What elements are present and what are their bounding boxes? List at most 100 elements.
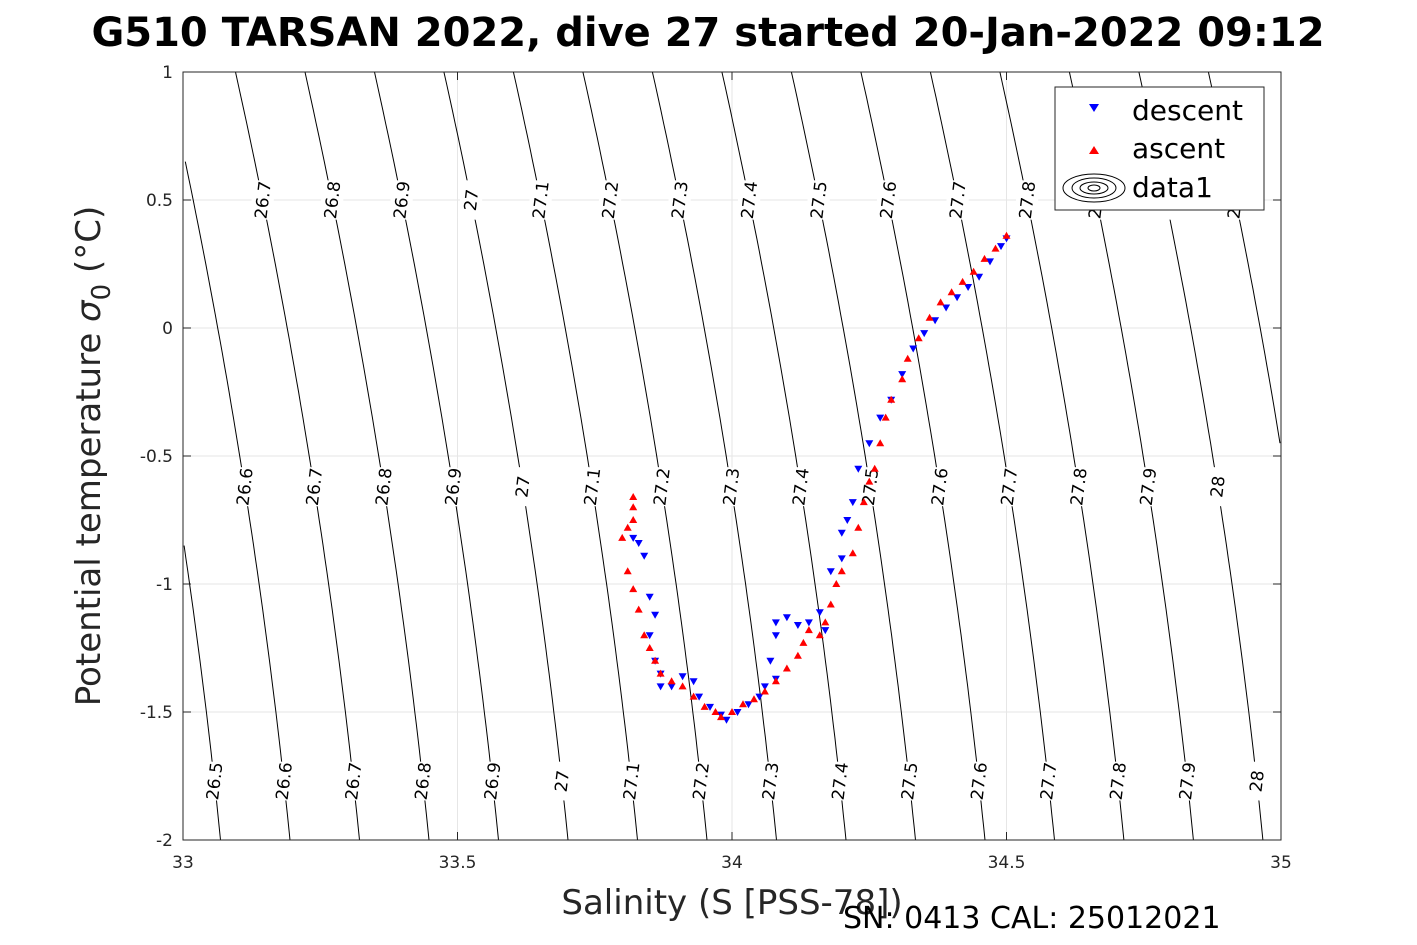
ascent-point bbox=[771, 677, 780, 685]
contour-label-mask bbox=[527, 179, 554, 221]
density-contour-label: 27.4 bbox=[735, 179, 763, 221]
density-contour-label: 27.6 bbox=[874, 179, 902, 221]
density-contour-label: 27.7 bbox=[1035, 760, 1062, 802]
ascent-point bbox=[678, 682, 687, 690]
contour-label-mask bbox=[300, 466, 328, 507]
descent-point bbox=[953, 294, 962, 302]
descent-point bbox=[771, 632, 780, 640]
ascent-point bbox=[689, 692, 698, 700]
legend-box bbox=[1054, 86, 1265, 211]
density-contour-label: 27.5 bbox=[856, 466, 884, 507]
descent-point bbox=[645, 593, 654, 601]
contour-label-mask bbox=[201, 760, 228, 802]
ascent-point bbox=[815, 631, 824, 639]
ascent-point bbox=[903, 354, 912, 362]
contour-label-text: 27.5 bbox=[898, 761, 922, 801]
descent-point bbox=[848, 499, 857, 507]
contour-label-mask bbox=[457, 179, 485, 221]
ascent-series bbox=[618, 231, 1011, 721]
x-tick-label: 33.5 bbox=[439, 853, 477, 873]
contour-label-mask bbox=[340, 760, 367, 802]
contour-label-mask bbox=[231, 466, 258, 507]
legend-data1-label: data1 bbox=[1132, 171, 1213, 204]
density-contour-label: 26.7 bbox=[340, 760, 367, 802]
ascent-point bbox=[629, 493, 638, 500]
density-contour-label: 27.3 bbox=[666, 179, 693, 221]
density-contour-label: 27.2 bbox=[648, 466, 675, 507]
contour-label-text: 28 bbox=[1207, 475, 1229, 499]
descent-point bbox=[826, 568, 835, 576]
contour-label-mask bbox=[548, 760, 576, 802]
descent-point bbox=[804, 619, 813, 627]
contour-label-mask bbox=[926, 466, 953, 507]
ascent-point bbox=[782, 664, 791, 672]
legend-ascent-marker bbox=[1089, 146, 1099, 154]
descent-point bbox=[964, 284, 973, 291]
contour-label-text: 26.9 bbox=[390, 180, 414, 220]
density-contour-label: 27 bbox=[509, 466, 536, 507]
y-axis-label-unit: (°C) bbox=[69, 206, 109, 273]
y-tick-label: 1 bbox=[162, 63, 173, 83]
contour-label-text: 27.4 bbox=[829, 761, 853, 801]
contour-label-text: 27.7 bbox=[1037, 761, 1061, 801]
contour-label-mask bbox=[370, 466, 397, 507]
descent-point bbox=[689, 678, 698, 686]
density-contour-label: 26.7 bbox=[249, 179, 276, 221]
descent-point bbox=[634, 540, 643, 547]
density-contour-label: 27.5 bbox=[805, 179, 832, 221]
x-tick-label: 33 bbox=[172, 853, 194, 873]
ascent-point bbox=[832, 580, 841, 587]
contour-label-mask bbox=[965, 760, 993, 802]
density-contour-label: 27.3 bbox=[717, 466, 745, 507]
descent-point bbox=[733, 709, 742, 716]
ascent-point bbox=[629, 516, 638, 523]
contour-label-mask bbox=[479, 760, 506, 802]
ascent-point bbox=[651, 656, 660, 664]
descent-point bbox=[629, 534, 638, 542]
density-contour-label: 27.8 bbox=[1104, 760, 1132, 802]
contour-label-mask bbox=[735, 179, 763, 221]
descent-point bbox=[997, 243, 1005, 251]
descent-point bbox=[793, 622, 802, 629]
contour-label-text: 27 bbox=[552, 769, 574, 793]
contour-label-mask bbox=[578, 466, 606, 507]
y-axis-label-text: Potential temperature bbox=[69, 333, 109, 706]
contour-label-text: 27.1 bbox=[581, 467, 605, 507]
descent-point bbox=[821, 627, 830, 635]
contour-label-text: 27.6 bbox=[928, 467, 952, 507]
contour-label-mask bbox=[944, 179, 971, 221]
ascent-point bbox=[848, 549, 857, 557]
y-tick-label: 0.5 bbox=[146, 191, 173, 211]
density-contour-label: 26.8 bbox=[318, 179, 346, 221]
ascent-point bbox=[969, 267, 978, 275]
contour-label-text: 27.8 bbox=[1107, 761, 1131, 801]
contour-label-text: 26.7 bbox=[251, 180, 275, 220]
descent-point bbox=[931, 317, 940, 325]
ascent-point bbox=[925, 313, 934, 321]
ascent-point bbox=[629, 585, 638, 593]
contour-label-text: 26.8 bbox=[412, 761, 436, 801]
ascent-point bbox=[870, 464, 879, 472]
ascent-point bbox=[980, 254, 989, 262]
descent-point bbox=[695, 693, 704, 701]
x-axis-label: Salinity (S [PSS-78]) bbox=[561, 883, 902, 923]
contour-label-text: 27.2 bbox=[599, 180, 623, 220]
ascent-point bbox=[750, 695, 758, 703]
density-contour-label: 27 bbox=[457, 179, 485, 221]
contour-label-text: 27.7 bbox=[946, 180, 970, 220]
descent-point bbox=[656, 683, 665, 691]
descent-point bbox=[722, 716, 731, 724]
y-axis-label: Potential temperature σ0 (°C) bbox=[69, 206, 117, 706]
descent-point bbox=[651, 611, 660, 619]
contour-label-mask bbox=[896, 760, 923, 802]
chart-title: G510 TARSAN 2022, dive 27 started 20-Jan… bbox=[91, 10, 1324, 56]
ascent-point bbox=[887, 395, 896, 403]
contour-label-mask bbox=[1134, 466, 1162, 507]
contour-label-text: 27.2 bbox=[650, 467, 674, 507]
contour-label-mask bbox=[249, 179, 276, 221]
descent-point bbox=[678, 673, 687, 681]
descent-point bbox=[640, 552, 649, 560]
density-contour-label: 28 bbox=[1204, 466, 1231, 507]
descent-point bbox=[898, 371, 907, 379]
